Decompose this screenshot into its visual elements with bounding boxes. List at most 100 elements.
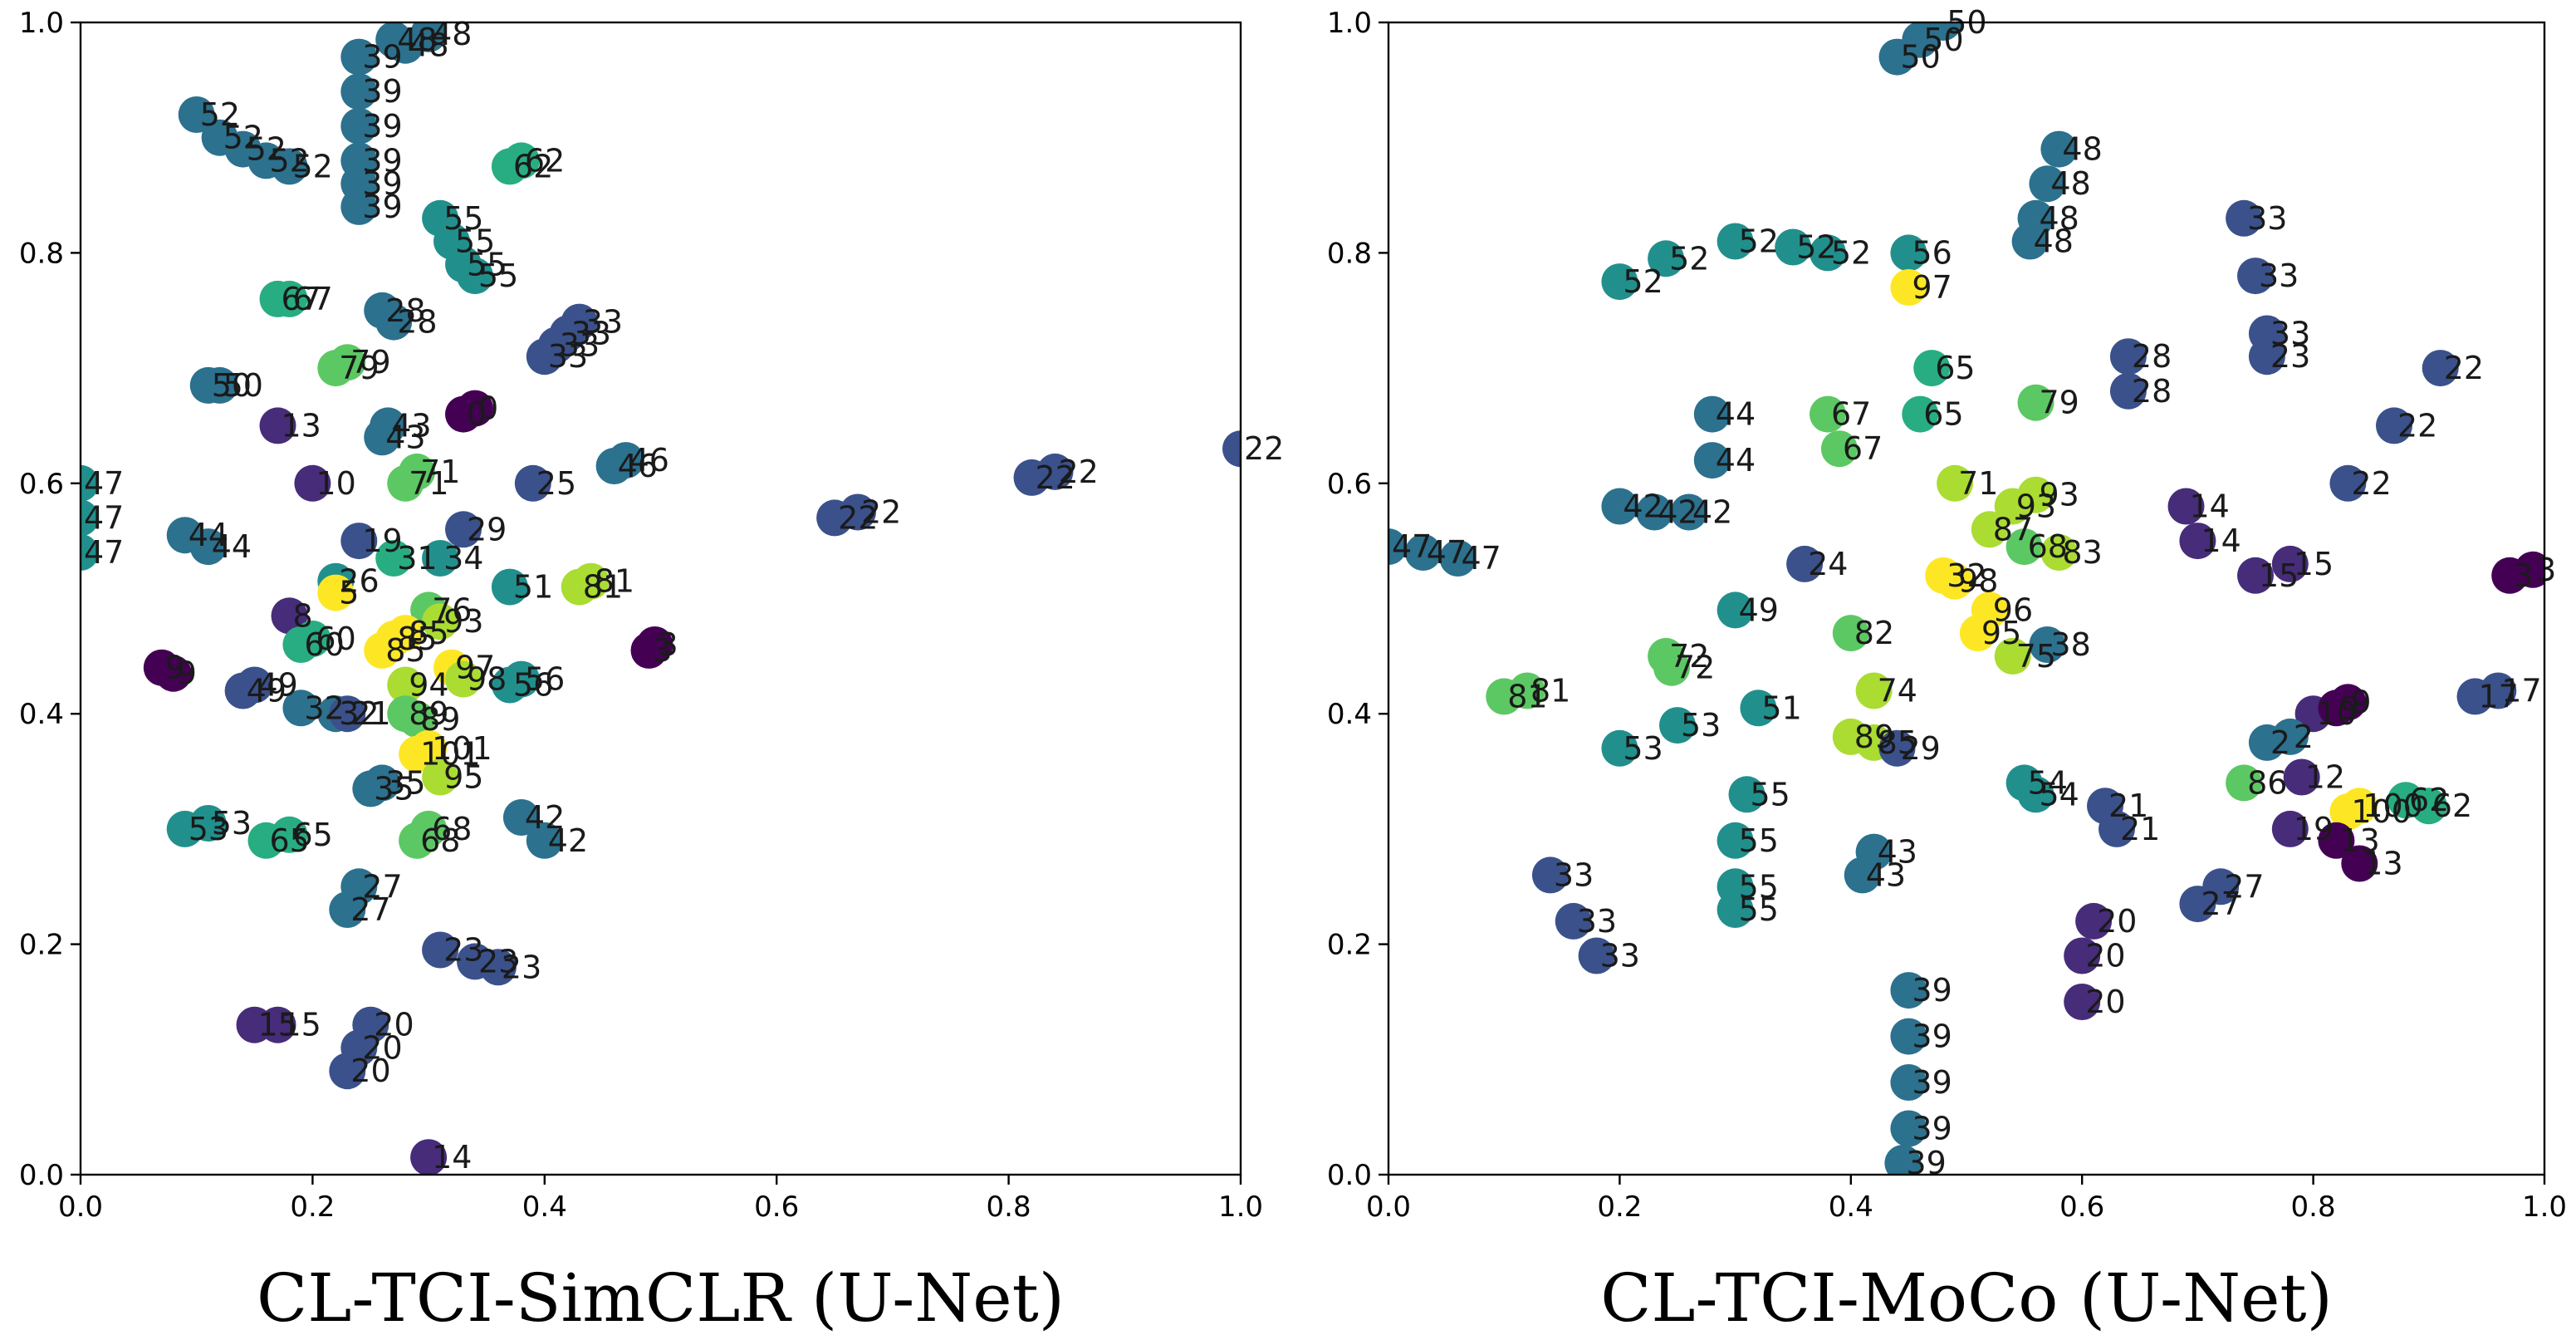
point-label: 43: [1878, 834, 1917, 871]
y-tick-label: 0.6: [19, 468, 64, 501]
data-point: [329, 891, 366, 928]
point-label: 38: [2050, 626, 2090, 663]
point-label: 44: [212, 528, 252, 565]
point-label: 23: [443, 932, 483, 969]
point-label: 2: [2270, 724, 2290, 761]
x-tick-label: 0.6: [2059, 1190, 2104, 1224]
data-point: [422, 931, 459, 969]
data-point: [2329, 684, 2367, 721]
data-point: [422, 758, 459, 796]
data-point: [1937, 464, 1974, 502]
point-label: 56: [513, 667, 553, 704]
point-label: 23: [478, 943, 518, 979]
data-point: [154, 655, 192, 692]
data-point: [282, 626, 320, 663]
data-point: [1890, 1018, 1927, 1055]
data-point: [1531, 856, 1569, 894]
point-label: 27: [2201, 886, 2241, 922]
point-label: 72: [1669, 638, 1709, 675]
data-point: [1036, 453, 1074, 490]
data-point: [840, 493, 876, 531]
data-point: [2271, 810, 2309, 847]
point-label: 67: [282, 281, 321, 317]
data-point: [1717, 223, 1754, 260]
data-point: [2237, 258, 2274, 295]
point-label: 47: [1392, 528, 1432, 565]
data-point: [2318, 822, 2355, 859]
data-point: [2341, 788, 2378, 825]
point-label: 35: [385, 764, 425, 801]
point-label: 22: [1059, 454, 1099, 490]
point-label: 42: [525, 799, 565, 836]
point-label: 32: [304, 690, 344, 726]
point-label: 19: [2294, 811, 2334, 847]
point-label: 32: [339, 695, 379, 732]
data-point: [1810, 234, 1846, 272]
point-label: 39: [1906, 1145, 1946, 1181]
panel-caption: CL-TCI-SimCLR (U-Net): [257, 1259, 1065, 1335]
data-point: [1578, 937, 1615, 974]
point-label: 42: [1658, 494, 1697, 531]
point-label: 8: [293, 597, 313, 634]
point-label: 52: [223, 120, 263, 156]
data-point: [1555, 902, 1592, 940]
data-point: [282, 690, 320, 727]
data-point: [340, 188, 378, 225]
point-label: 68: [432, 811, 472, 847]
point-label: 85: [397, 621, 437, 657]
point-label: 67: [1831, 396, 1871, 433]
point-label: 48: [409, 27, 448, 64]
point-label: 50: [1923, 22, 1963, 58]
point-label: 13: [282, 407, 321, 444]
point-label: 21: [2108, 788, 2148, 824]
data-point: [502, 660, 540, 698]
point-label: 48: [2062, 131, 2102, 168]
point-label: 27: [2224, 868, 2264, 905]
data-point: [81, 499, 99, 537]
point-label: 71: [1958, 465, 1998, 502]
point-label: 86: [2247, 764, 2287, 801]
data-point: [445, 511, 482, 548]
point-label: 55: [478, 258, 518, 294]
point-label: 20: [2085, 984, 2125, 1020]
point-label: 47: [84, 465, 124, 502]
point-label: 2: [2294, 719, 2314, 755]
data-point: [1902, 395, 1939, 433]
point-label: 81: [583, 569, 623, 606]
data-point: [340, 523, 378, 560]
point-label: 72: [1675, 650, 1715, 686]
point-label: 27: [362, 868, 402, 905]
data-point: [2109, 338, 2147, 375]
data-point: [2283, 758, 2320, 796]
point-label: 9: [165, 650, 185, 686]
point-label: 50: [1901, 39, 1941, 76]
point-label: 33: [2247, 200, 2287, 237]
data-point: [2167, 488, 2205, 525]
x-tick-label: 0.0: [1366, 1190, 1411, 1224]
data-point: [1884, 1145, 1922, 1175]
data-point: [410, 810, 448, 847]
data-point: [1971, 511, 2008, 548]
y-tick-label: 0.6: [1327, 468, 1372, 501]
data-point: [399, 701, 436, 739]
data-point: [1820, 430, 1858, 468]
point-label: 52: [1739, 223, 1779, 260]
point-label: 43: [1866, 856, 1906, 893]
x-tick-label: 0.6: [754, 1190, 799, 1224]
point-label: 62: [513, 148, 553, 184]
data-point: [2017, 776, 2054, 813]
data-point: [2410, 788, 2447, 825]
data-point: [399, 453, 436, 490]
y-tick-label: 0.2: [19, 929, 64, 962]
data-point: [1925, 22, 1962, 41]
data-point: [1717, 591, 1754, 629]
point-label: 51: [513, 569, 553, 606]
data-point: [352, 770, 389, 807]
y-tick-label: 1.0: [1327, 7, 1372, 40]
point-label: 28: [2132, 338, 2172, 375]
point-label: 33: [571, 316, 611, 352]
data-point: [2064, 984, 2101, 1020]
data-point: [1740, 690, 1777, 727]
point-label: 48: [2040, 200, 2079, 237]
